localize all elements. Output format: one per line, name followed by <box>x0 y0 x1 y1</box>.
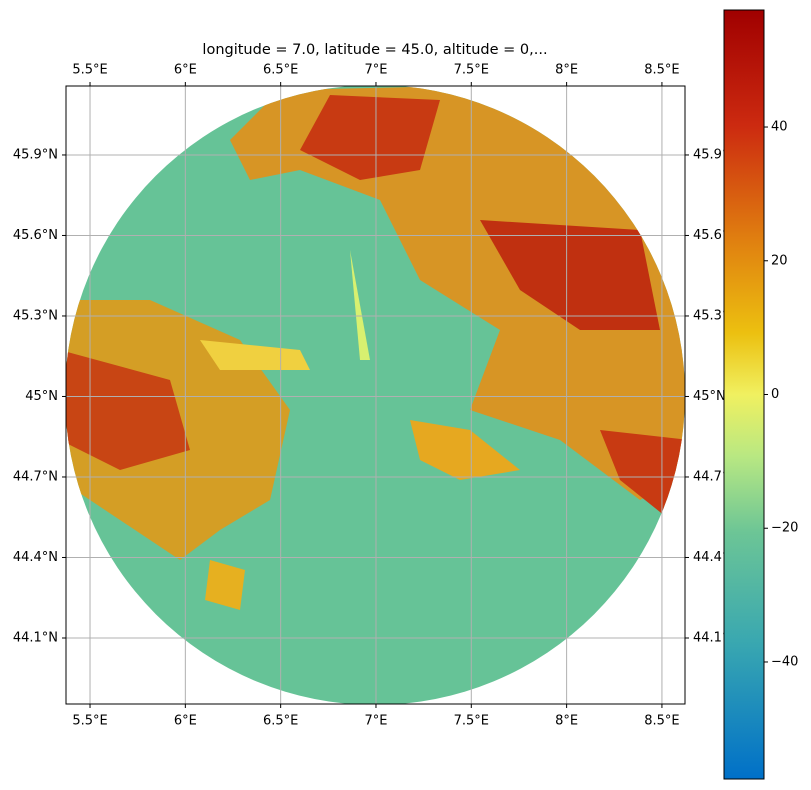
chart-title: longitude = 7.0, latitude = 45.0, altitu… <box>202 42 547 58</box>
colorbar-tick-label: −40 <box>771 654 798 669</box>
x-tick-label-top: 5.5°E <box>72 63 107 78</box>
x-tick-label: 6.5°E <box>263 714 298 729</box>
x-tick-label: 8.5°E <box>644 714 679 729</box>
x-tick-label: 8°E <box>555 714 578 729</box>
colorbar <box>723 9 765 780</box>
x-tick-label: 6°E <box>174 714 197 729</box>
colorbar-tick-label: −20 <box>771 521 798 536</box>
y-tick-label: 45°N <box>25 389 58 404</box>
x-tick-label-top: 6°E <box>174 63 197 78</box>
x-tick-label-top: 8.5°E <box>644 63 679 78</box>
x-tick-label: 7.5°E <box>454 714 489 729</box>
colorbar-tick-label: 0 <box>771 387 779 402</box>
x-tick-label: 7°E <box>364 714 387 729</box>
y-tick-label: 45.6°N <box>13 228 58 243</box>
x-tick-label-top: 6.5°E <box>263 63 298 78</box>
radar-field <box>66 86 685 704</box>
x-tick-label: 5.5°E <box>72 714 107 729</box>
y-tick-label: 44.4°N <box>13 550 58 565</box>
colorbar-tick-label: 40 <box>771 120 788 135</box>
x-tick-label-top: 8°E <box>555 63 578 78</box>
colorbar-tick-label: 20 <box>771 253 788 268</box>
y-tick-label: 45.3°N <box>13 308 58 323</box>
y-tick-label: 44.1°N <box>13 630 58 645</box>
x-tick-label-top: 7°E <box>364 63 387 78</box>
y-tick-label-right: 45°N <box>693 389 726 404</box>
x-tick-label-top: 7.5°E <box>454 63 489 78</box>
y-tick-label: 45.9°N <box>13 147 58 162</box>
y-tick-label: 44.7°N <box>13 469 58 484</box>
